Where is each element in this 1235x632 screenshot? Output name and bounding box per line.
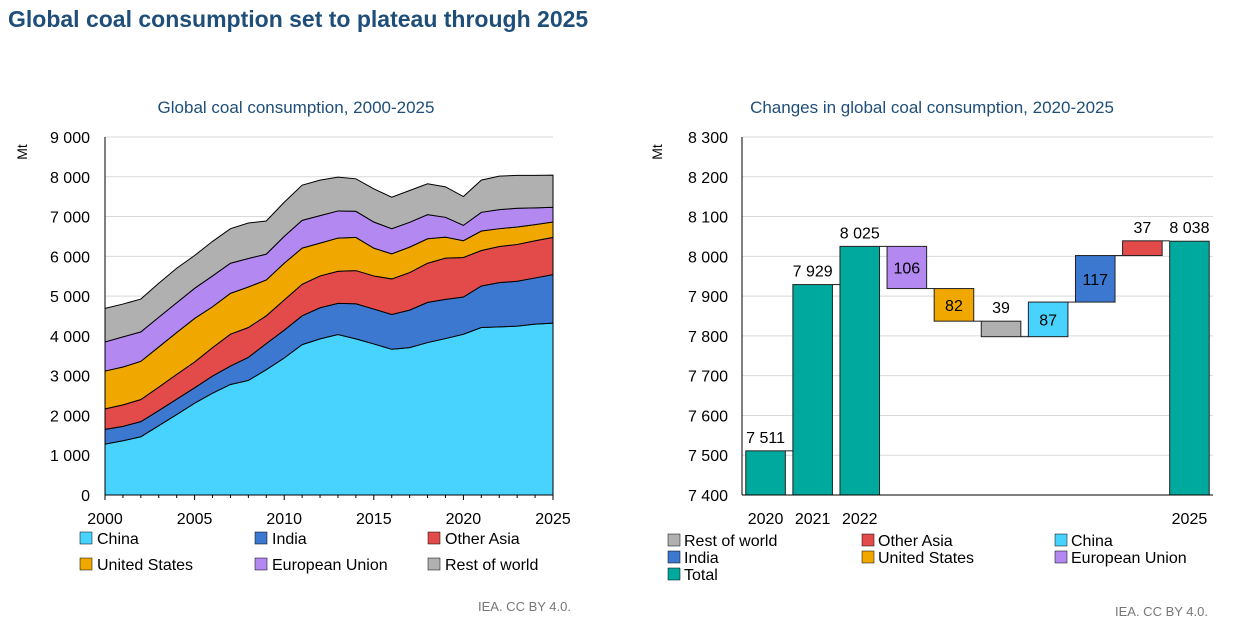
- x-tick-label: 2025: [535, 511, 571, 528]
- x-tick-label: 2020: [748, 511, 784, 528]
- legend-swatch: [667, 550, 681, 564]
- data-label: 82: [945, 298, 963, 315]
- right-y-axis-label: Mt: [649, 144, 665, 160]
- data-label: 7 511: [746, 430, 785, 447]
- y-tick-label: 6 000: [50, 249, 90, 266]
- y-tick-label: 5 000: [50, 289, 90, 306]
- y-tick-label: 8 000: [688, 249, 728, 266]
- data-label: 39: [992, 300, 1010, 317]
- legend-label: Total: [684, 567, 718, 584]
- y-tick-label: 8 000: [50, 170, 90, 187]
- legend-swatch: [427, 557, 441, 571]
- bar-european-union: [886, 245, 928, 290]
- legend-swatch: [427, 531, 441, 545]
- bar-china: [1027, 301, 1069, 338]
- left-chart-title: Global coal consumption, 2000-2025: [158, 98, 435, 117]
- bar-2022: [839, 245, 881, 496]
- y-tick-label: 3 000: [50, 369, 90, 386]
- y-tick-label: 7 600: [688, 408, 728, 425]
- legend-swatch: [79, 531, 93, 545]
- legend-label: Other Asia: [445, 531, 520, 548]
- bar-2021: [792, 284, 833, 496]
- source-left: IEA. CC BY 4.0.: [478, 599, 571, 614]
- bar-2025: [1169, 240, 1210, 496]
- bar-2020: [745, 450, 786, 496]
- y-tick-label: 8 100: [688, 210, 728, 227]
- legend-swatch: [254, 557, 268, 571]
- data-label: 87: [1039, 312, 1057, 329]
- legend-label: India: [684, 550, 719, 567]
- legend-swatch: [861, 550, 875, 564]
- legend-swatch: [667, 567, 681, 581]
- x-tick-label: 2000: [87, 511, 123, 528]
- y-tick-label: 9 000: [50, 130, 90, 147]
- y-tick-label: 7 700: [688, 369, 728, 386]
- y-tick-label: 8 300: [688, 130, 728, 147]
- legend-label: China: [1071, 533, 1113, 550]
- legend-label: United States: [878, 550, 974, 567]
- x-tick-label: 2021: [795, 511, 831, 528]
- left-y-axis-label: Mt: [14, 144, 30, 160]
- legend-label: China: [97, 531, 139, 548]
- x-tick-label: 2025: [1172, 511, 1208, 528]
- x-tick-label: 2015: [356, 511, 392, 528]
- x-tick-label: 2005: [177, 511, 213, 528]
- data-label: 106: [893, 260, 920, 277]
- bar-other-asia: [1122, 240, 1163, 257]
- y-tick-label: 7 400: [688, 488, 728, 505]
- legend-swatch: [79, 557, 93, 571]
- legend-swatch: [861, 533, 875, 547]
- x-tick-label: 2010: [266, 511, 302, 528]
- legend-label: Rest of world: [684, 533, 777, 550]
- legend-swatch: [254, 531, 268, 545]
- data-label: 8 038: [1169, 220, 1209, 237]
- y-tick-label: 1 000: [50, 448, 90, 465]
- legend-label: United States: [97, 557, 193, 574]
- bar-united-states: [933, 288, 975, 322]
- y-tick-label: 7 800: [688, 329, 728, 346]
- y-tick-label: 2 000: [50, 408, 90, 425]
- data-label: 117: [1082, 272, 1108, 289]
- data-label: 8 025: [840, 225, 880, 242]
- right-chart-title: Changes in global coal consumption, 2020…: [750, 98, 1114, 117]
- y-tick-label: 0: [81, 488, 90, 505]
- data-label: 7 929: [793, 264, 833, 281]
- bar-rest-of-world: [980, 320, 1022, 338]
- x-tick-label: 2020: [446, 511, 482, 528]
- legend-swatch: [1054, 550, 1068, 564]
- legend-label: Other Asia: [878, 533, 953, 550]
- y-tick-label: 4 000: [50, 329, 90, 346]
- page-title: Global coal consumption set to plateau t…: [8, 6, 589, 32]
- legend-swatch: [667, 533, 681, 547]
- legend-label: Rest of world: [445, 557, 538, 574]
- y-tick-label: 8 200: [688, 170, 728, 187]
- y-tick-label: 7 900: [688, 289, 728, 306]
- y-tick-label: 7 000: [50, 210, 90, 227]
- y-tick-label: 7 500: [688, 448, 728, 465]
- legend-label: European Union: [272, 557, 388, 574]
- data-label: 37: [1133, 220, 1151, 237]
- legend-label: European Union: [1071, 550, 1187, 567]
- x-tick-label: 2022: [842, 511, 878, 528]
- bar-india: [1074, 255, 1116, 303]
- legend-label: India: [272, 531, 307, 548]
- source-right: IEA. CC BY 4.0.: [1115, 604, 1208, 619]
- legend-swatch: [1054, 533, 1068, 547]
- area-rest-of-world: [104, 174, 554, 343]
